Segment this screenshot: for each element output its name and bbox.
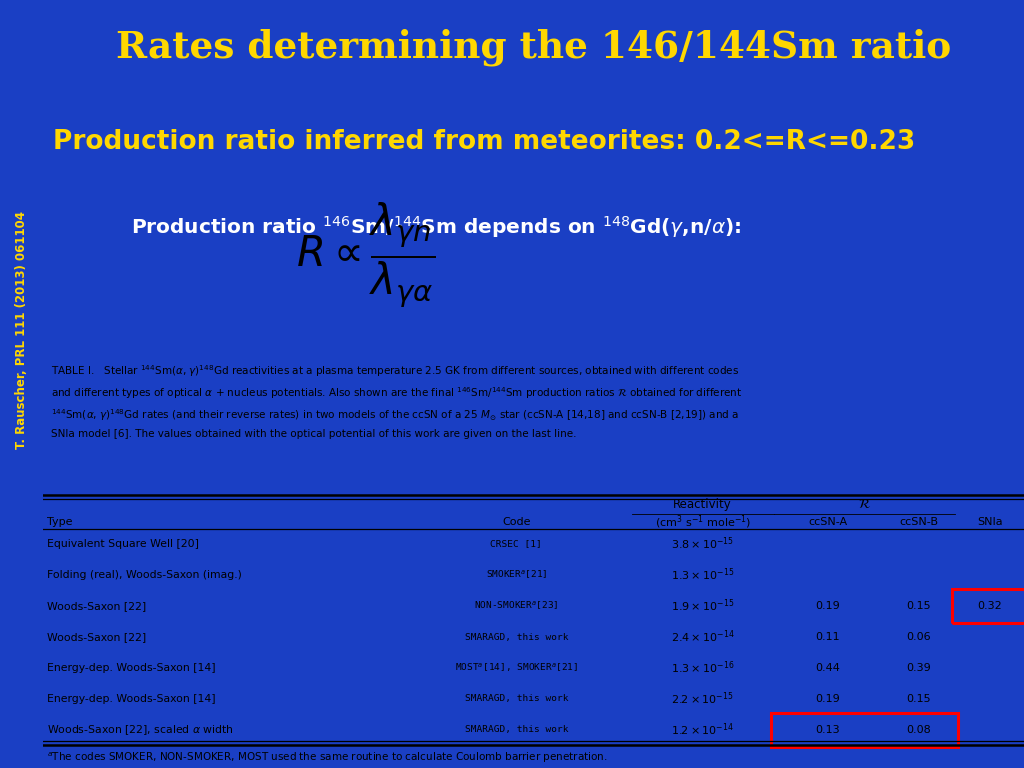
Bar xyxy=(771,713,958,746)
Text: ccSN-B: ccSN-B xyxy=(899,517,938,527)
Text: SMOKER$^a$[21]: SMOKER$^a$[21] xyxy=(485,568,547,581)
Text: Production ratio inferred from meteorites: 0.2<=R<=0.23: Production ratio inferred from meteorite… xyxy=(53,128,915,154)
Text: and different types of optical $\alpha$ + nucleus potentials. Also shown are the: and different types of optical $\alpha$ … xyxy=(51,385,742,401)
Text: Energy-dep. Woods-Saxon [14]: Energy-dep. Woods-Saxon [14] xyxy=(47,694,216,704)
Text: MOST$^a$[14], SMOKER$^a$[21]: MOST$^a$[14], SMOKER$^a$[21] xyxy=(455,661,578,674)
Text: $^{144}$Sm($\alpha$, $\gamma$)$^{148}$Gd rates (and their reverse rates) in two : $^{144}$Sm($\alpha$, $\gamma$)$^{148}$Gd… xyxy=(51,407,739,422)
Text: 0.15: 0.15 xyxy=(906,601,931,611)
Text: Code: Code xyxy=(502,517,530,527)
Text: NON-SMOKER$^a$[23]: NON-SMOKER$^a$[23] xyxy=(474,600,558,612)
Text: 0.11: 0.11 xyxy=(815,632,840,642)
Text: T. Rauscher, PRL 111 (2013) 061104: T. Rauscher, PRL 111 (2013) 061104 xyxy=(15,211,28,449)
Text: SMARAGD, this work: SMARAGD, this work xyxy=(465,694,568,703)
Text: SMARAGD, this work: SMARAGD, this work xyxy=(465,633,568,641)
Text: Production ratio $^{146}$Sm/$^{144}$Sm depends on $^{148}$Gd($\gamma$,n/$\alpha$: Production ratio $^{146}$Sm/$^{144}$Sm d… xyxy=(131,214,741,240)
Text: Reactivity: Reactivity xyxy=(674,498,732,511)
Text: $2.2 \times 10^{-15}$: $2.2 \times 10^{-15}$ xyxy=(672,690,734,707)
Text: Woods-Saxon [22]: Woods-Saxon [22] xyxy=(47,632,146,642)
Text: $R \propto \dfrac{\lambda_{\gamma n}}{\lambda_{\gamma\alpha}}$: $R \propto \dfrac{\lambda_{\gamma n}}{\l… xyxy=(296,200,435,309)
Text: (cm$^3$ s$^{-1}$ mole$^{-1}$): (cm$^3$ s$^{-1}$ mole$^{-1}$) xyxy=(654,513,751,531)
Text: $3.8 \times 10^{-15}$: $3.8 \times 10^{-15}$ xyxy=(671,536,734,552)
Text: CRSEC [1]: CRSEC [1] xyxy=(490,540,543,548)
Text: 0.44: 0.44 xyxy=(815,663,841,673)
Text: 0.19: 0.19 xyxy=(815,601,840,611)
Text: 0.32: 0.32 xyxy=(977,601,1002,611)
Text: ccSN-A: ccSN-A xyxy=(808,517,848,527)
Text: $1.2 \times 10^{-14}$: $1.2 \times 10^{-14}$ xyxy=(671,722,734,738)
Text: $\mathcal{R}$: $\mathcal{R}$ xyxy=(858,498,871,511)
Bar xyxy=(952,589,1024,623)
Text: 0.15: 0.15 xyxy=(906,694,931,704)
Text: Energy-dep. Woods-Saxon [14]: Energy-dep. Woods-Saxon [14] xyxy=(47,663,216,673)
Text: $^a$The codes SMOKER, NON-SMOKER, MOST used the same routine to calculate Coulom: $^a$The codes SMOKER, NON-SMOKER, MOST u… xyxy=(47,751,607,765)
Text: $1.3 \times 10^{-15}$: $1.3 \times 10^{-15}$ xyxy=(671,567,734,584)
Text: 0.13: 0.13 xyxy=(815,725,840,735)
Text: $1.3 \times 10^{-16}$: $1.3 \times 10^{-16}$ xyxy=(671,660,734,677)
Text: Woods-Saxon [22], scaled $\alpha$ width: Woods-Saxon [22], scaled $\alpha$ width xyxy=(47,723,233,737)
Text: 0.39: 0.39 xyxy=(906,663,931,673)
Text: 0.08: 0.08 xyxy=(906,725,931,735)
Text: Rates determining the 146/144Sm ratio: Rates determining the 146/144Sm ratio xyxy=(116,28,951,66)
Text: Equivalent Square Well [20]: Equivalent Square Well [20] xyxy=(47,539,199,549)
Text: SNIa model [6]. The values obtained with the optical potential of this work are : SNIa model [6]. The values obtained with… xyxy=(51,429,577,439)
Text: SMARAGD, this work: SMARAGD, this work xyxy=(465,726,568,734)
Text: 0.19: 0.19 xyxy=(815,694,840,704)
Text: Woods-Saxon [22]: Woods-Saxon [22] xyxy=(47,601,146,611)
Text: Type: Type xyxy=(47,517,73,527)
Text: $1.9 \times 10^{-15}$: $1.9 \times 10^{-15}$ xyxy=(671,598,734,614)
Text: Folding (real), Woods-Saxon (imag.): Folding (real), Woods-Saxon (imag.) xyxy=(47,570,242,580)
Text: 0.06: 0.06 xyxy=(906,632,931,642)
Text: TABLE I.   Stellar $^{144}$Sm($\alpha$, $\gamma$)$^{148}$Gd reactivities at a pl: TABLE I. Stellar $^{144}$Sm($\alpha$, $\… xyxy=(51,363,739,379)
Text: SNIa: SNIa xyxy=(977,517,1002,527)
Text: $2.4 \times 10^{-14}$: $2.4 \times 10^{-14}$ xyxy=(671,629,734,645)
